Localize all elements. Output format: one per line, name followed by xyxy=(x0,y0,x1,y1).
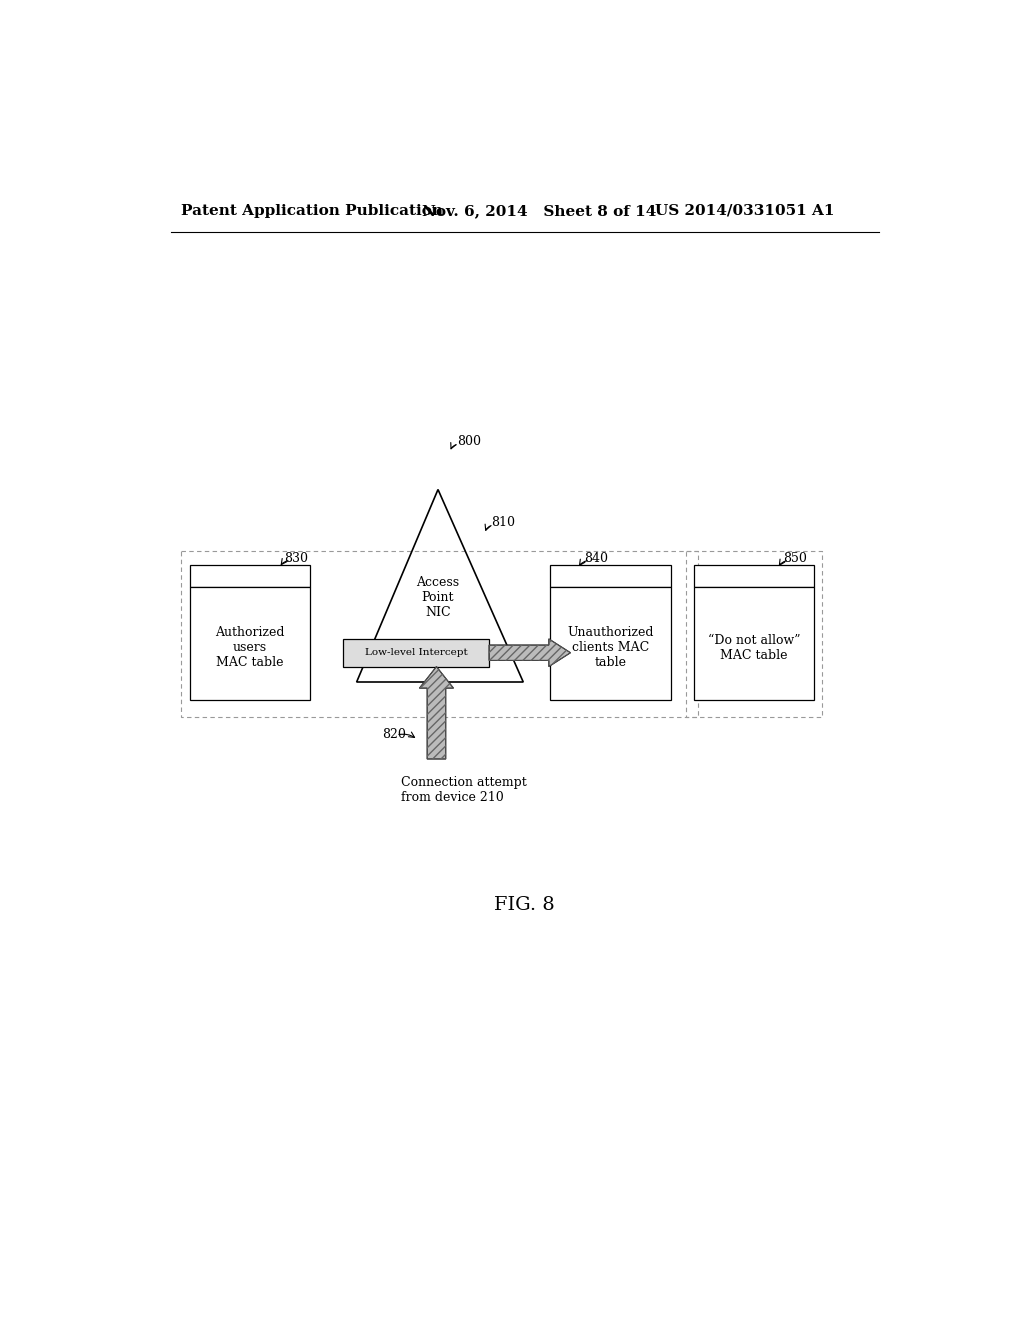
Bar xyxy=(550,565,671,586)
FancyArrow shape xyxy=(489,639,570,667)
Text: Authorized
users
MAC table: Authorized users MAC table xyxy=(215,626,285,669)
Text: Nov. 6, 2014   Sheet 8 of 14: Nov. 6, 2014 Sheet 8 of 14 xyxy=(423,203,656,218)
Bar xyxy=(190,586,310,700)
Text: 820: 820 xyxy=(382,727,407,741)
Bar xyxy=(693,565,814,586)
Bar xyxy=(550,586,671,700)
Text: US 2014/0331051 A1: US 2014/0331051 A1 xyxy=(655,203,835,218)
Text: 850: 850 xyxy=(783,552,807,565)
Bar xyxy=(343,639,489,667)
Bar xyxy=(190,565,310,586)
Bar xyxy=(180,552,697,717)
Text: 800: 800 xyxy=(458,436,481,449)
Text: Low-level Intercept: Low-level Intercept xyxy=(365,648,468,657)
Text: 810: 810 xyxy=(490,516,515,529)
Text: Patent Application Publication: Patent Application Publication xyxy=(180,203,442,218)
Text: “Do not allow”
MAC table: “Do not allow” MAC table xyxy=(708,634,800,661)
Bar xyxy=(686,552,821,717)
Text: 830: 830 xyxy=(285,552,308,565)
Text: FIG. 8: FIG. 8 xyxy=(495,896,555,915)
Text: 840: 840 xyxy=(584,552,607,565)
Text: Connection attempt
from device 210: Connection attempt from device 210 xyxy=(400,776,526,804)
Text: Access
Point
NIC: Access Point NIC xyxy=(417,576,460,619)
FancyArrow shape xyxy=(420,667,454,759)
Text: Unauthorized
clients MAC
table: Unauthorized clients MAC table xyxy=(567,626,653,669)
Bar xyxy=(693,586,814,700)
